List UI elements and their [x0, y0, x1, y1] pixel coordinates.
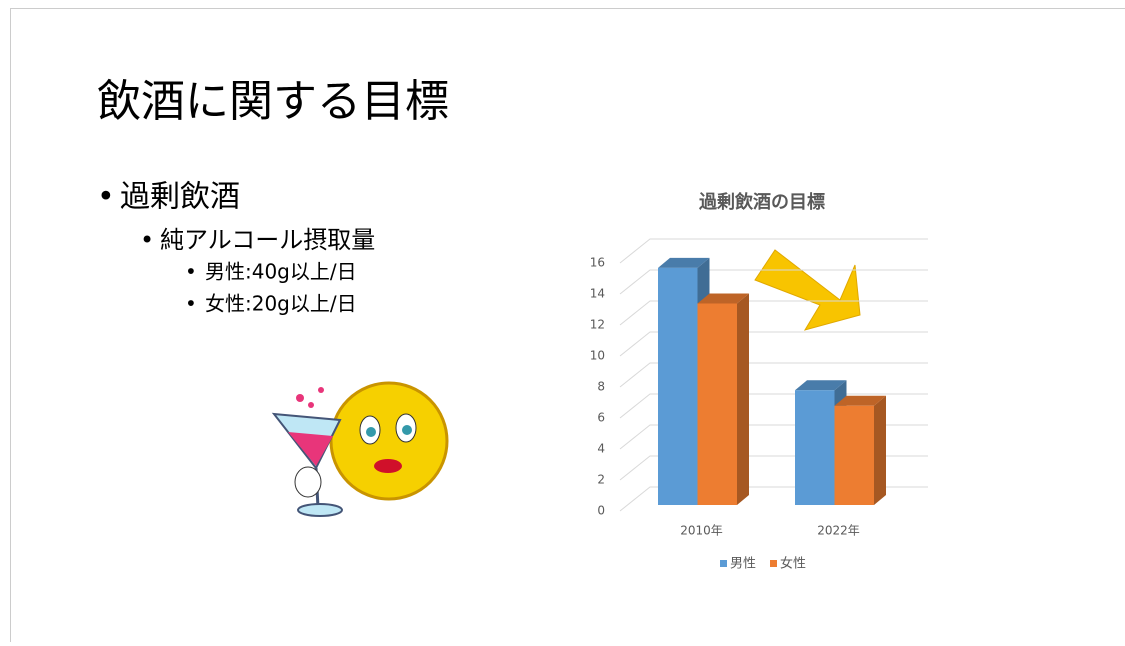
bullet-dot: •	[97, 180, 115, 215]
bar-side	[874, 396, 886, 505]
bar-front	[795, 390, 835, 505]
bullet-dot: •	[185, 292, 197, 316]
legend-label: 男性	[730, 557, 756, 572]
slide: 飲酒に関する目標 • 過剰飲酒 • 純アルコール摂取量 • 男性:40g以上/日…	[0, 0, 1125, 642]
y-tick-label: 0	[597, 504, 605, 518]
bullet-dot: •	[140, 226, 154, 254]
y-tick-label: 12	[590, 318, 605, 332]
decor-arrow	[755, 250, 860, 330]
bar-side	[737, 294, 749, 506]
bar	[698, 294, 750, 506]
y-tick-label: 14	[590, 287, 605, 301]
chart-title: 過剰飲酒の目標	[699, 191, 825, 213]
y-tick-label: 2	[597, 473, 605, 487]
slide-title: 飲酒に関する目標	[97, 76, 449, 127]
bar	[835, 396, 887, 505]
bar-front	[658, 268, 698, 505]
y-tick-label: 16	[590, 256, 605, 270]
bar-front	[835, 406, 875, 505]
x-tick-label: 2010年	[680, 524, 723, 538]
legend-label: 女性	[780, 556, 806, 572]
bullet: 女性:20g以上/日	[205, 292, 357, 316]
bar-front	[698, 304, 738, 506]
y-tick-label: 10	[590, 349, 605, 363]
page: {"slide": {"title": "飲酒に関する目標", "bullets…	[0, 0, 1125, 642]
bullet-dot: •	[185, 260, 197, 284]
legend-swatch	[720, 560, 727, 567]
x-tick-label: 2022年	[817, 524, 860, 538]
clipart	[274, 383, 447, 516]
bullet: 過剰飲酒	[120, 180, 240, 215]
y-tick-label: 8	[597, 380, 605, 394]
legend-swatch	[770, 560, 777, 567]
bullet: 男性:40g以上/日	[205, 260, 357, 284]
y-tick-label: 6	[597, 411, 605, 425]
bullet: 純アルコール摂取量	[160, 226, 375, 254]
y-tick-label: 4	[597, 442, 605, 456]
